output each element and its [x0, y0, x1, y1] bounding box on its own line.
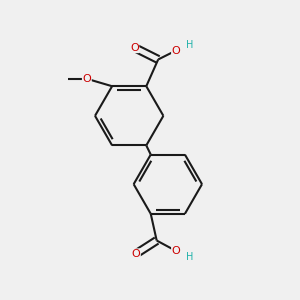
- Text: H: H: [186, 40, 193, 50]
- Text: H: H: [186, 252, 193, 262]
- Text: O: O: [130, 43, 139, 52]
- Text: O: O: [131, 249, 140, 259]
- Text: O: O: [82, 74, 91, 84]
- Text: O: O: [172, 246, 180, 256]
- Text: O: O: [172, 46, 180, 56]
